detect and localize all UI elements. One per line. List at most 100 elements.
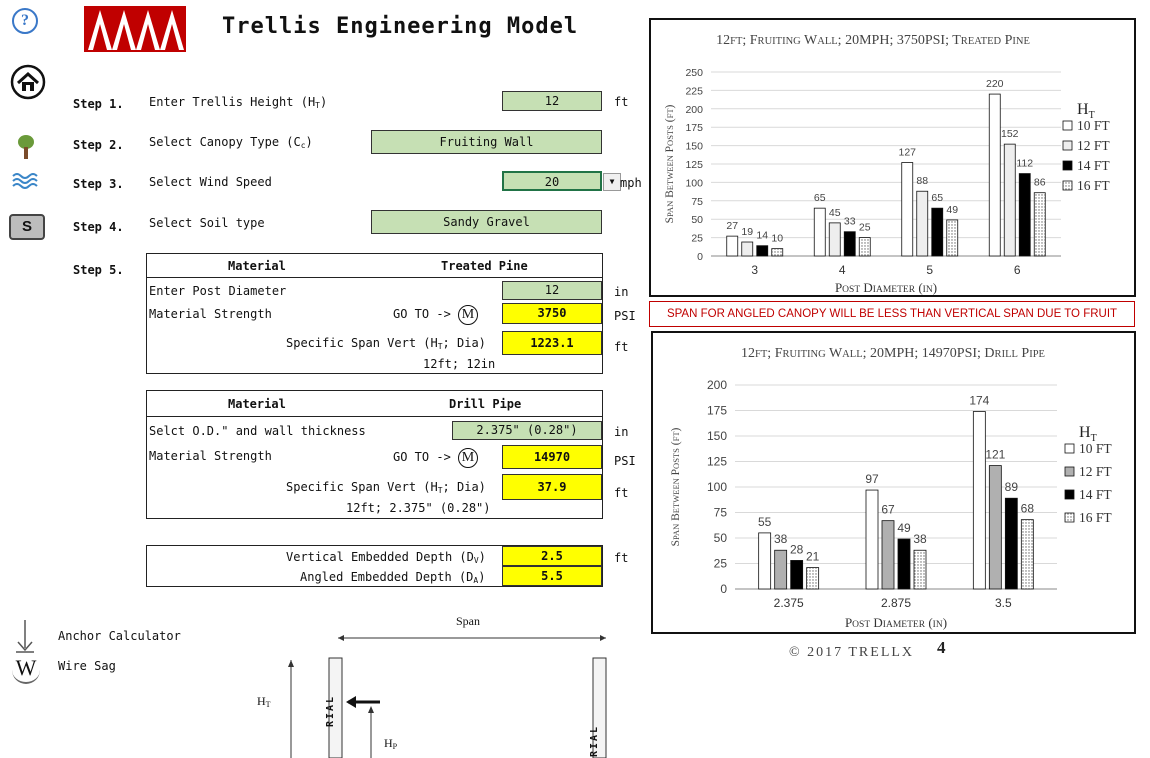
legend-swatch <box>1062 120 1073 131</box>
bar <box>1018 173 1031 257</box>
soil-type-select[interactable]: Sandy Gravel <box>371 210 602 234</box>
bar <box>741 241 754 257</box>
y-tick-label: 50 <box>714 531 728 545</box>
data-label: 49 <box>946 204 958 216</box>
y-tick-label: 75 <box>691 196 703 208</box>
data-label: 49 <box>897 521 911 535</box>
material-table-drill-pipe <box>146 390 603 519</box>
material-1-strength-unit: PSI <box>614 309 636 323</box>
data-label: 174 <box>969 394 989 408</box>
help-icon[interactable]: ? <box>12 8 38 34</box>
copyright: © 2017 TRELLX <box>789 645 915 660</box>
material-1-span-label: Specific Span Vert (HT; Dia) <box>286 336 486 351</box>
anchor-calculator-link[interactable]: Anchor Calculator <box>58 629 181 643</box>
bar <box>946 219 959 257</box>
tree-icon[interactable] <box>16 134 36 160</box>
left-post-text: RIAL <box>325 694 336 727</box>
wind-icon[interactable] <box>12 172 38 190</box>
right-post-text: RIAL <box>589 724 600 757</box>
data-label: 65 <box>931 192 943 204</box>
y-tick-label: 50 <box>691 214 703 226</box>
anchor-icon[interactable] <box>14 620 36 654</box>
legend-swatch <box>1062 180 1073 191</box>
data-label: 127 <box>898 147 916 159</box>
legend-swatch <box>1064 489 1075 500</box>
x-tick-label: 2.375 <box>774 596 804 610</box>
x-tick-label: 3 <box>751 263 758 277</box>
material-m-icon[interactable]: M <box>458 305 479 325</box>
data-label: 88 <box>916 175 928 187</box>
data-label: 38 <box>774 532 788 546</box>
od-wall-select[interactable]: 2.375" (0.28") <box>452 421 602 440</box>
trellis-height-input[interactable]: 12 <box>502 91 602 111</box>
y-axis-label: SPAN BETWEEN POSTS (FT) <box>670 427 682 546</box>
x-tick-label: 3.5 <box>995 596 1012 610</box>
wind-speed-unit: mph <box>620 176 642 190</box>
angled-embed-label: Angled Embedded Depth (DA) <box>300 570 486 585</box>
bar <box>828 222 841 257</box>
bar <box>988 93 1001 257</box>
bar <box>843 231 856 257</box>
material-1-header-right: Treated Pine <box>441 259 528 273</box>
data-label: 28 <box>790 542 804 556</box>
bar <box>931 207 944 257</box>
trellis-height-label: Enter Trellis Height (HT) <box>149 95 328 110</box>
legend-swatch <box>1064 512 1075 523</box>
bar <box>771 248 784 257</box>
material-m-icon[interactable]: M <box>458 448 479 468</box>
x-tick-label: 6 <box>1014 263 1021 277</box>
data-label: 33 <box>844 216 856 228</box>
y-tick-label: 100 <box>707 480 727 494</box>
material-2-header-left: Material <box>228 397 286 411</box>
y-tick-label: 0 <box>697 251 703 263</box>
data-label: 89 <box>1005 480 1019 494</box>
soil-icon[interactable]: S <box>9 214 45 240</box>
embedded-depth-table <box>146 545 603 587</box>
data-label: 67 <box>881 503 895 517</box>
angled-embed-value: 5.5 <box>502 566 602 586</box>
legend-label: 12 FT <box>1079 464 1112 479</box>
y-tick-label: 75 <box>714 506 728 520</box>
material-1-goto-link[interactable]: GO TO -> M <box>393 305 479 325</box>
material-1-header-left: Material <box>228 259 286 273</box>
trellx-logo <box>84 6 186 52</box>
material-2-strength-label: Material Strength <box>149 449 272 463</box>
chart-treated-pine-svg: 12FT; FRUITING WALL; 20MPH; 3750PSI; TRE… <box>664 33 1110 295</box>
legend-label: 14 FT <box>1077 158 1110 173</box>
legend-label: 14 FT <box>1079 487 1112 502</box>
page-title: Trellis Engineering Model <box>222 14 579 39</box>
y-axis-label: SPAN BETWEEN POSTS (FT) <box>664 104 676 223</box>
bar <box>972 411 986 590</box>
material-2-goto-link[interactable]: GO TO -> M <box>393 448 479 468</box>
chart-title: 12FT; FRUITING WALL; 20MPH; 3750PSI; TRE… <box>716 33 1030 48</box>
material-2-strength-unit: PSI <box>614 454 636 468</box>
bar <box>913 549 927 590</box>
wire-sag-link[interactable]: Wire Sag <box>58 659 116 673</box>
data-label: 27 <box>726 220 738 232</box>
soil-type-label: Select Soil type <box>149 216 265 230</box>
material-1-span-unit: ft <box>614 340 629 354</box>
wind-speed-select[interactable]: 20 <box>502 171 602 191</box>
post-diameter-input[interactable]: 12 <box>502 281 602 300</box>
data-label: 121 <box>985 448 1005 462</box>
y-tick-label: 250 <box>685 67 703 79</box>
wind-speed-dropdown-button[interactable]: ▼ <box>603 173 621 191</box>
legend-label: 10 FT <box>1077 118 1110 133</box>
legend-swatch <box>1062 160 1073 171</box>
legend-label: 10 FT <box>1079 441 1112 456</box>
data-label: 65 <box>814 192 826 204</box>
y-tick-label: 225 <box>685 85 703 97</box>
canopy-type-select[interactable]: Fruiting Wall <box>371 130 602 154</box>
home-icon[interactable] <box>10 64 46 100</box>
post-diameter-unit: in <box>614 285 629 299</box>
data-label: 45 <box>829 207 841 219</box>
data-label: 25 <box>859 222 871 234</box>
material-2-span-label: Specific Span Vert (HT; Dia) <box>286 480 486 495</box>
chart-drill-pipe-svg: 12FT; FRUITING WALL; 20MPH; 14970PSI; DR… <box>670 346 1112 630</box>
legend-label: 16 FT <box>1077 178 1110 193</box>
data-label: 86 <box>1034 177 1046 189</box>
fruit-load-warning: SPAN FOR ANGLED CANOPY WILL BE LESS THAN… <box>649 301 1135 344</box>
material-2-header-right: Drill Pipe <box>449 397 522 411</box>
chart-treated-pine: 12FT; FRUITING WALL; 20MPH; 3750PSI; TRE… <box>649 18 1136 297</box>
wire-sag-icon[interactable]: W <box>12 654 40 684</box>
